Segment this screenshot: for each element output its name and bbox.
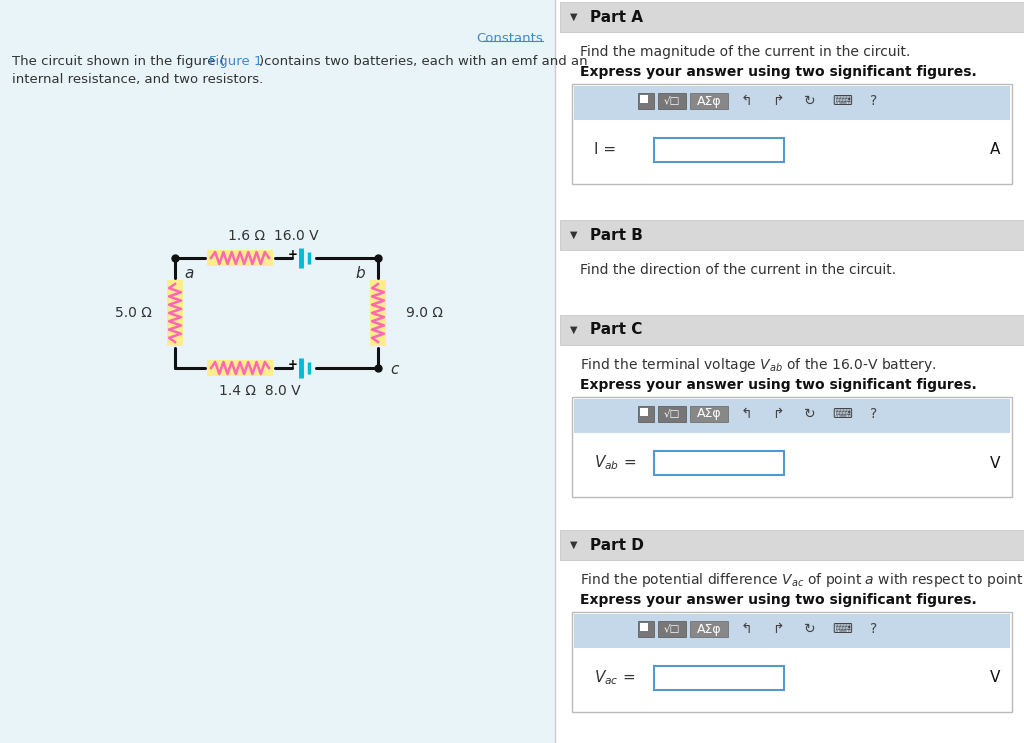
Text: Part A: Part A xyxy=(590,10,643,25)
Text: Express your answer using two significant figures.: Express your answer using two significan… xyxy=(580,593,977,607)
Bar xyxy=(640,623,648,631)
Text: Find the direction of the current in the circuit.: Find the direction of the current in the… xyxy=(580,263,896,277)
Text: ↻: ↻ xyxy=(804,94,816,108)
Text: √□: √□ xyxy=(664,96,680,106)
Bar xyxy=(638,406,654,422)
Text: ▼: ▼ xyxy=(570,12,578,22)
Text: 1.6 Ω  16.0 V: 1.6 Ω 16.0 V xyxy=(227,229,318,243)
Text: 1.4 Ω  8.0 V: 1.4 Ω 8.0 V xyxy=(219,384,301,398)
Text: c: c xyxy=(390,363,398,377)
Bar xyxy=(572,84,1012,184)
Text: Find the magnitude of the current in the circuit.: Find the magnitude of the current in the… xyxy=(580,45,910,59)
Text: ?: ? xyxy=(870,622,878,636)
Text: AΣφ: AΣφ xyxy=(696,623,721,635)
Text: √□: √□ xyxy=(664,409,680,419)
Bar xyxy=(574,399,1010,433)
Text: )contains two batteries, each with an emf and an: )contains two batteries, each with an em… xyxy=(259,56,588,68)
Text: $V_{ab}$ =: $V_{ab}$ = xyxy=(594,454,636,473)
Bar xyxy=(640,95,648,103)
Text: I =: I = xyxy=(594,143,616,158)
Text: Constants: Constants xyxy=(476,31,543,45)
Text: ↱: ↱ xyxy=(772,622,783,636)
Text: ?: ? xyxy=(870,94,878,108)
Text: +: + xyxy=(288,357,298,371)
Bar xyxy=(690,406,728,422)
Text: Part C: Part C xyxy=(590,322,642,337)
Bar xyxy=(560,2,1024,32)
Text: ↻: ↻ xyxy=(804,407,816,421)
Text: A: A xyxy=(989,143,1000,158)
Text: b: b xyxy=(355,267,365,282)
Bar xyxy=(560,315,1024,345)
Text: a: a xyxy=(184,267,194,282)
Text: ⌨: ⌨ xyxy=(831,407,852,421)
Text: +: + xyxy=(288,247,298,261)
Bar xyxy=(574,86,1010,120)
Text: V: V xyxy=(989,670,1000,686)
Text: 5.0 Ω: 5.0 Ω xyxy=(115,306,152,320)
Text: ▼: ▼ xyxy=(570,325,578,335)
Text: The circuit shown in the figure (: The circuit shown in the figure ( xyxy=(12,56,225,68)
Bar xyxy=(560,530,1024,560)
Bar xyxy=(690,621,728,637)
Text: ⌨: ⌨ xyxy=(831,94,852,108)
Bar xyxy=(207,250,273,266)
Bar xyxy=(638,93,654,109)
Bar xyxy=(654,451,784,475)
Bar xyxy=(658,406,686,422)
Text: Find the potential difference $V_{ac}$ of point $a$ with respect to point $c$.: Find the potential difference $V_{ac}$ o… xyxy=(580,571,1024,589)
Text: Part B: Part B xyxy=(590,227,643,242)
Bar xyxy=(207,360,273,376)
Text: Figure 1: Figure 1 xyxy=(209,56,262,68)
Text: ?: ? xyxy=(870,407,878,421)
Text: AΣφ: AΣφ xyxy=(696,407,721,421)
Bar xyxy=(574,614,1010,648)
Text: 9.0 Ω: 9.0 Ω xyxy=(406,306,442,320)
Bar xyxy=(638,621,654,637)
Bar xyxy=(0,0,555,743)
Text: √□: √□ xyxy=(664,624,680,634)
Bar xyxy=(572,397,1012,497)
Bar xyxy=(654,138,784,162)
Bar xyxy=(370,280,386,346)
Bar xyxy=(658,93,686,109)
Text: ▼: ▼ xyxy=(570,540,578,550)
Text: ▼: ▼ xyxy=(570,230,578,240)
Text: V: V xyxy=(989,455,1000,470)
Bar xyxy=(555,0,1024,743)
Text: Find the terminal voltage $V_{ab}$ of the 16.0-V battery.: Find the terminal voltage $V_{ab}$ of th… xyxy=(580,356,937,374)
Text: Express your answer using two significant figures.: Express your answer using two significan… xyxy=(580,65,977,79)
Text: ↰: ↰ xyxy=(740,94,752,108)
Text: internal resistance, and two resistors.: internal resistance, and two resistors. xyxy=(12,73,263,85)
Bar xyxy=(640,408,648,416)
Text: $V_{ac}$ =: $V_{ac}$ = xyxy=(594,669,635,687)
Text: ↻: ↻ xyxy=(804,622,816,636)
Text: AΣφ: AΣφ xyxy=(696,94,721,108)
Bar xyxy=(167,280,183,346)
Text: ↱: ↱ xyxy=(772,407,783,421)
Bar xyxy=(654,666,784,690)
Text: Express your answer using two significant figures.: Express your answer using two significan… xyxy=(580,378,977,392)
Text: ↱: ↱ xyxy=(772,94,783,108)
Bar xyxy=(658,621,686,637)
Text: ↰: ↰ xyxy=(740,622,752,636)
Bar xyxy=(572,612,1012,712)
Bar xyxy=(560,220,1024,250)
Text: ⌨: ⌨ xyxy=(831,622,852,636)
Bar xyxy=(690,93,728,109)
Text: ↰: ↰ xyxy=(740,407,752,421)
Text: Part D: Part D xyxy=(590,537,644,553)
